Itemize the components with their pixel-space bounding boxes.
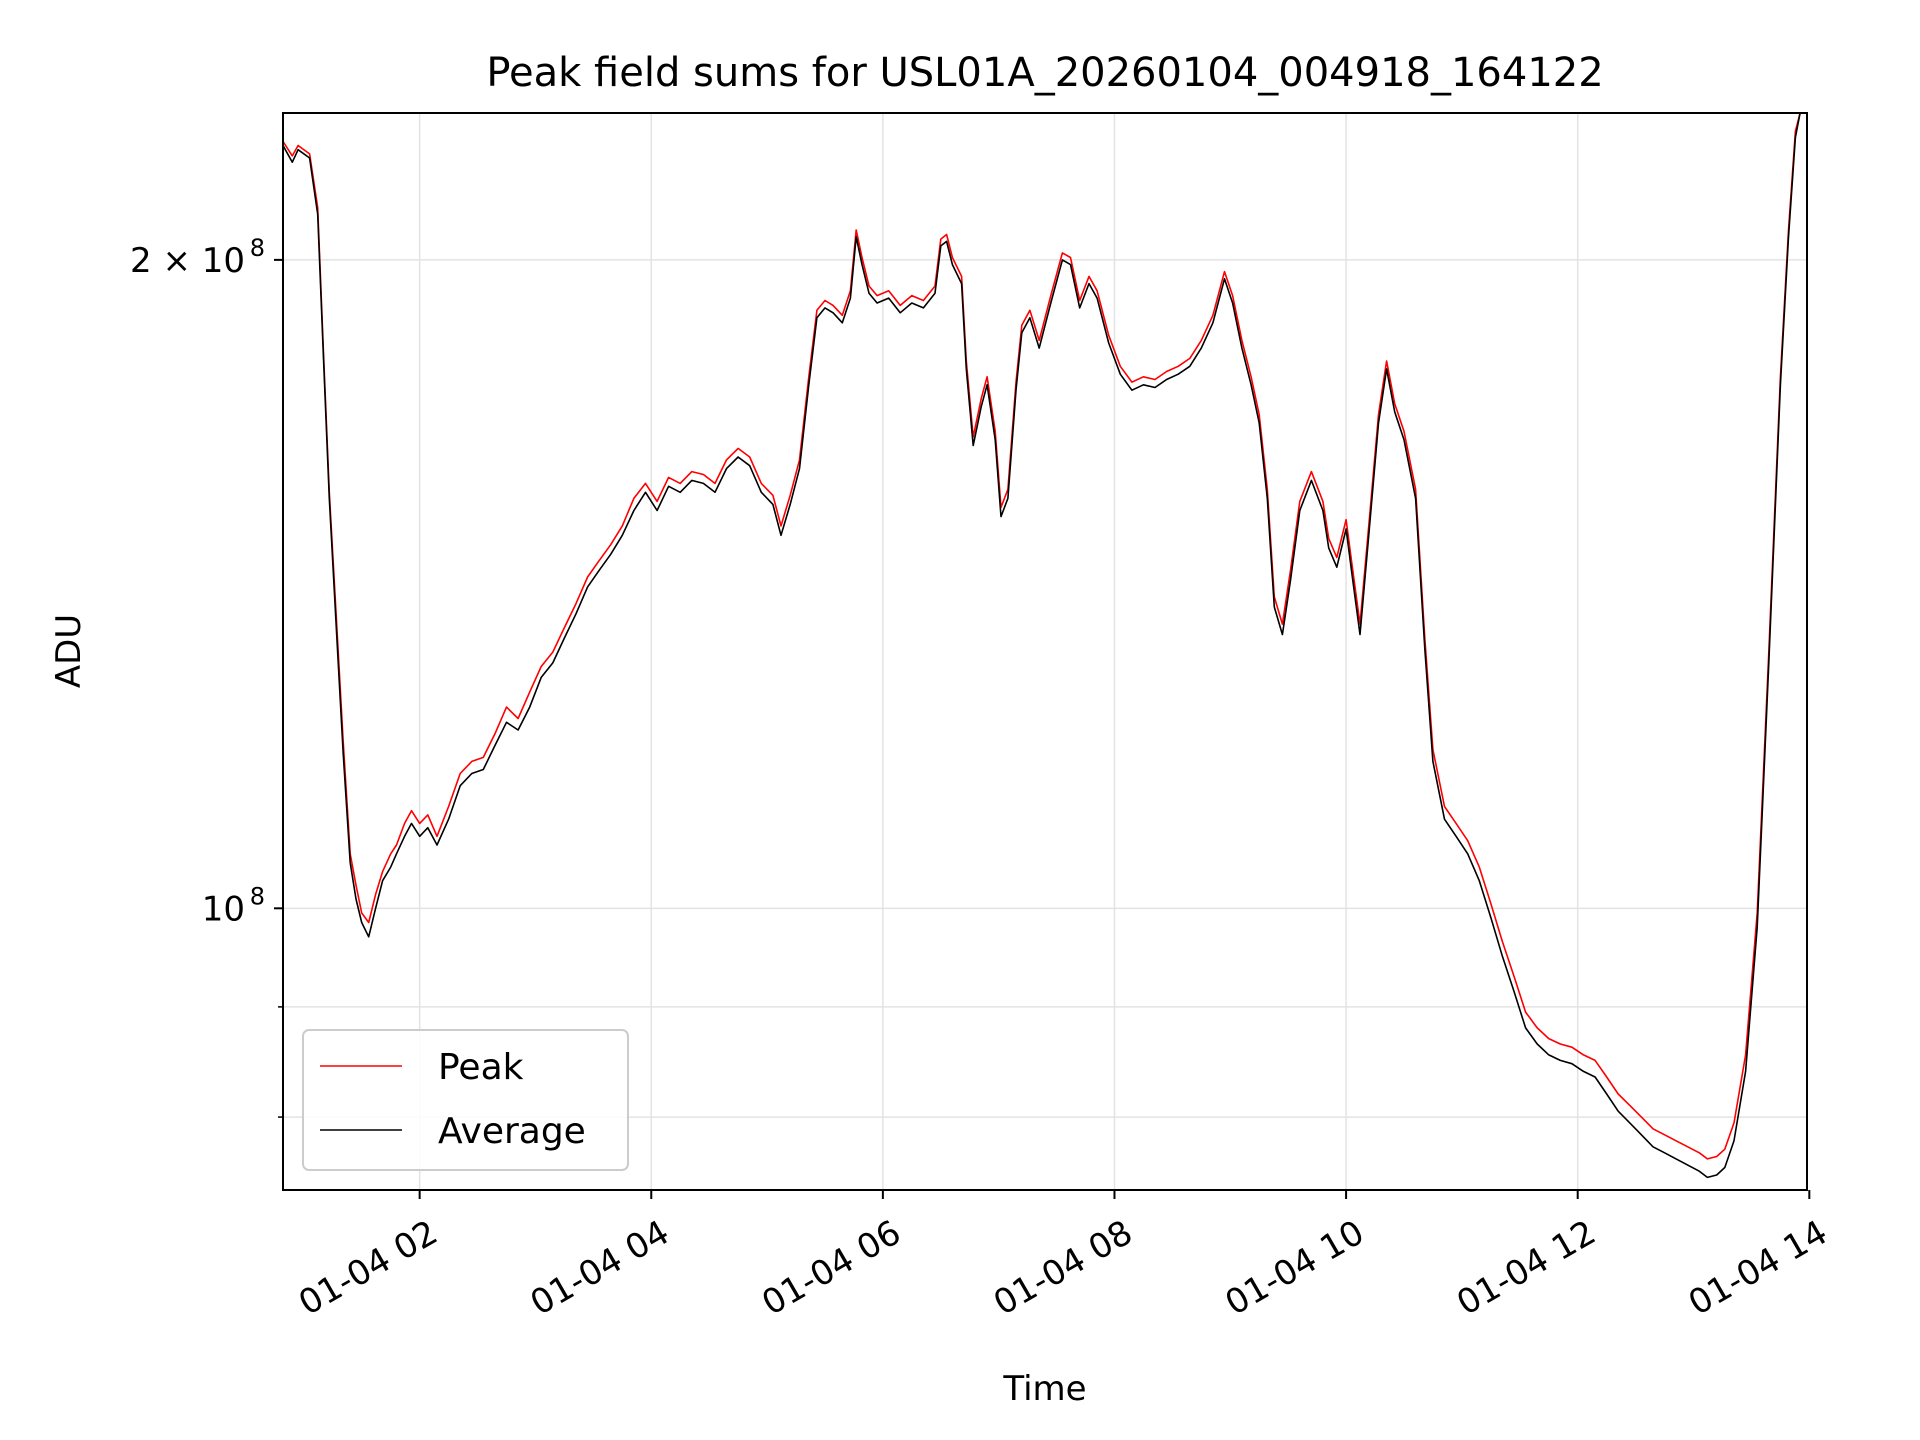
series-layer bbox=[283, 113, 1801, 1179]
y-tick-label: 2 × 10 bbox=[130, 241, 245, 281]
x-axis-label: Time bbox=[1002, 1369, 1086, 1409]
legend-box bbox=[302, 1029, 629, 1171]
y-tick-exponent: 8 bbox=[250, 882, 265, 910]
y-tick-exponent: 8 bbox=[250, 234, 265, 262]
y-axis-label: ADU bbox=[49, 614, 89, 688]
legend-label-peak: Peak bbox=[438, 1047, 524, 1088]
series-line-average bbox=[283, 113, 1801, 1179]
y-tick-label: 10 bbox=[202, 889, 245, 929]
legend-label-average: Average bbox=[438, 1111, 586, 1152]
legend: Peak Average bbox=[302, 1029, 629, 1171]
chart-title: Peak field sums for USL01A_20260104_0049… bbox=[486, 50, 1603, 96]
plot-frame bbox=[282, 112, 1808, 1191]
